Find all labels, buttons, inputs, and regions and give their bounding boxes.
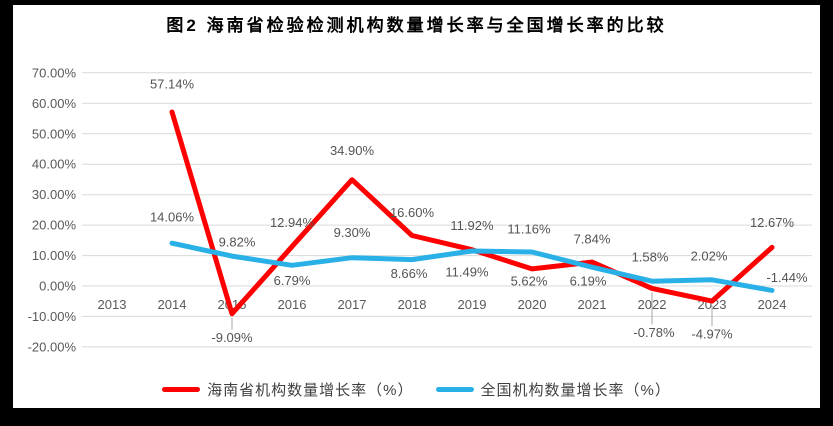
series-line-hainan <box>169 109 775 317</box>
y-axis-tick-label: 50.00% <box>32 126 77 141</box>
x-axis-tick-label: 2013 <box>98 297 127 312</box>
data-label: -0.78% <box>633 325 675 340</box>
data-label: -4.97% <box>691 327 733 342</box>
data-label: 5.62% <box>511 273 548 288</box>
x-axis-tick-label: 2017 <box>338 297 367 312</box>
data-label: 11.16% <box>507 222 551 237</box>
data-label: 2.02% <box>691 248 728 263</box>
legend-item-national: 全国机构数量增长率（%） <box>435 379 671 400</box>
legend-label-national: 全国机构数量增长率（%） <box>480 382 671 399</box>
y-axis-tick-label: 20.00% <box>32 218 77 233</box>
chart-background-panel <box>13 5 820 408</box>
data-label: 9.82% <box>219 235 256 250</box>
y-axis-tick-label: 30.00% <box>32 187 77 202</box>
x-axis-tick-label: 2020 <box>518 297 547 312</box>
data-label: 1.58% <box>632 250 669 265</box>
legend-item-hainan: 海南省机构数量增长率（%） <box>162 379 413 400</box>
x-axis-tick-label: 2021 <box>578 297 607 312</box>
hainan-series-swatch-icon <box>162 387 201 392</box>
y-axis-tick-label: -20.00% <box>28 339 77 354</box>
data-label: 6.79% <box>274 273 311 288</box>
data-label: 16.60% <box>390 205 435 220</box>
data-label: 14.06% <box>150 210 195 225</box>
x-axis-tick-label: 2024 <box>758 297 787 312</box>
series-line-national <box>169 240 775 293</box>
legend: 海南省机构数量增长率（%） 全国机构数量增长率（%） <box>0 379 833 400</box>
x-axis-tick-label: 2018 <box>398 297 427 312</box>
data-label: -9.09% <box>211 330 253 345</box>
data-label: 57.14% <box>150 77 195 92</box>
x-axis-tick-label: 2014 <box>158 297 187 312</box>
y-axis-tick-label: 70.00% <box>32 65 77 80</box>
data-label: 7.84% <box>574 232 611 247</box>
y-axis-tick-label: -10.00% <box>28 309 77 324</box>
data-label: 12.67% <box>750 215 795 230</box>
data-label: 11.49% <box>445 265 489 280</box>
legend-label-hainan: 海南省机构数量增长率（%） <box>207 382 414 399</box>
data-label: 11.92% <box>450 218 494 233</box>
data-label: 9.30% <box>334 225 371 240</box>
data-label: 12.94% <box>270 215 315 230</box>
x-axis-tick-label: 2016 <box>278 297 307 312</box>
data-label: 8.66% <box>391 266 428 281</box>
national-series-swatch-icon <box>435 387 474 392</box>
data-label: 6.19% <box>570 274 607 289</box>
y-axis-tick-label: 0.00% <box>39 279 76 294</box>
data-label: -1.44% <box>766 270 808 285</box>
x-axis-tick-label: 2019 <box>458 297 487 312</box>
y-axis-tick-label: 60.00% <box>32 96 77 111</box>
data-label: 34.90% <box>330 143 375 158</box>
chart-title: 图2 海南省检验检测机构数量增长率与全国增长率的比较 <box>166 16 667 35</box>
y-axis-tick-label: 10.00% <box>32 248 77 263</box>
y-axis-tick-label: 40.00% <box>32 157 77 172</box>
